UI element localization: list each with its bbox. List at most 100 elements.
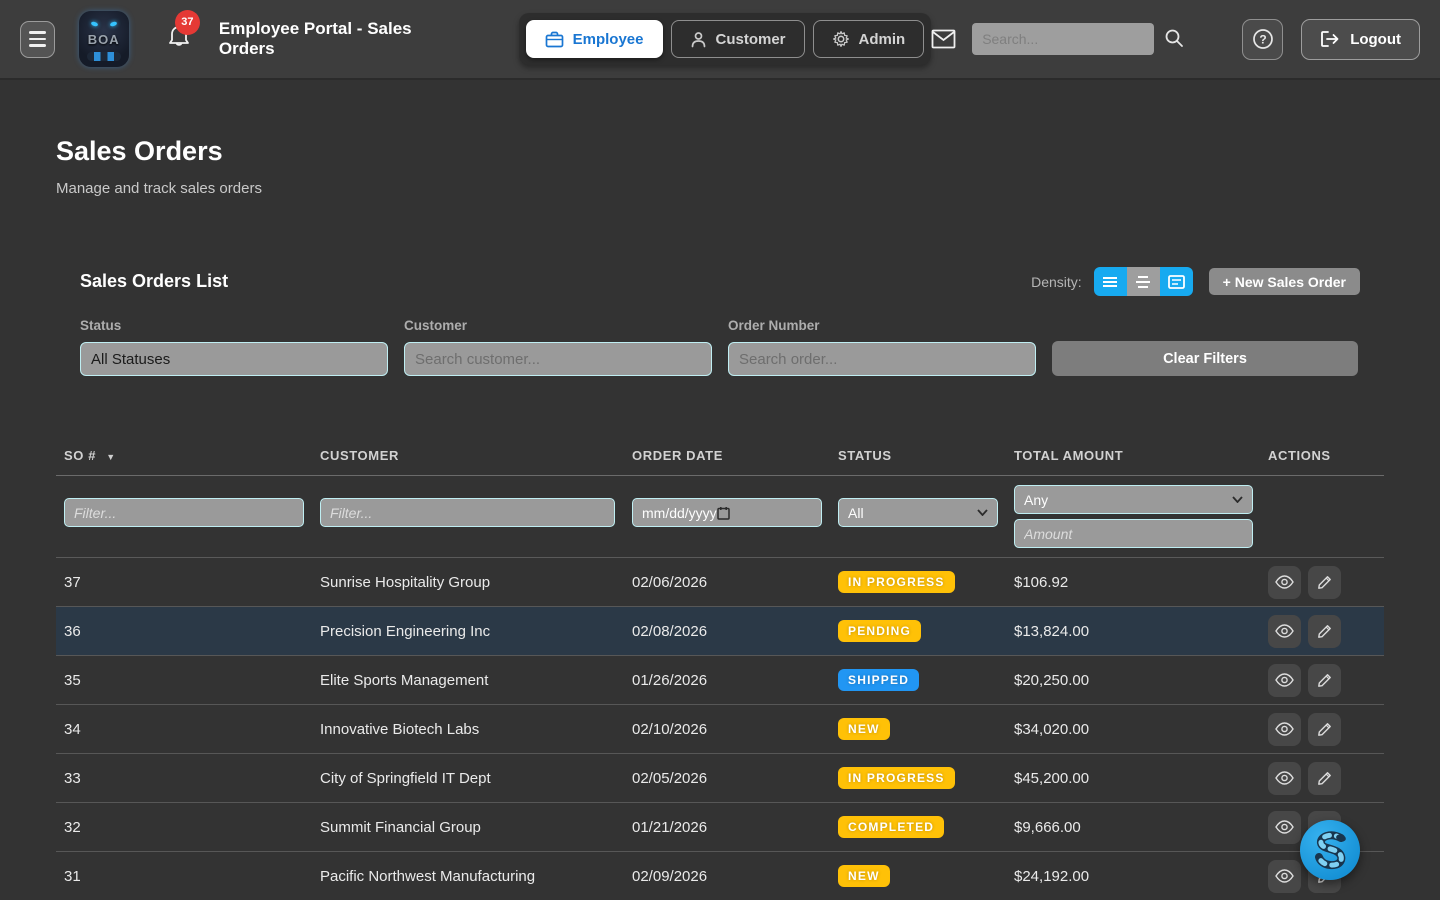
snake-logo-icon <box>1312 830 1348 870</box>
chevron-down-icon <box>977 509 988 516</box>
view-button[interactable] <box>1268 860 1301 893</box>
filters-bar: Status All Statuses Customer Order Numbe… <box>56 318 1384 376</box>
edit-button[interactable] <box>1308 762 1341 795</box>
view-button[interactable] <box>1268 664 1301 697</box>
tab-admin[interactable]: Admin <box>813 20 925 58</box>
so-number-cell: 35 <box>64 672 320 689</box>
status-column-filter-select[interactable]: All <box>838 498 998 527</box>
help-button[interactable]: ? <box>1242 19 1283 60</box>
table-row[interactable]: 33 City of Springfield IT Dept 02/05/202… <box>56 754 1384 803</box>
app-title: Employee Portal - Sales Orders <box>219 19 455 59</box>
search-input[interactable] <box>972 23 1154 55</box>
customer-filter-group: Customer <box>404 318 712 376</box>
page-subtitle: Manage and track sales orders <box>56 180 1384 197</box>
order-date-cell: 01/26/2026 <box>632 672 838 689</box>
status-filter-select[interactable]: All Statuses <box>80 342 388 376</box>
actions-cell <box>1268 762 1384 795</box>
order-date-filter-input[interactable]: mm/dd/yyyy <box>632 498 822 527</box>
status-badge: IN PROGRESS <box>838 571 955 593</box>
customer-cell: Elite Sports Management <box>320 672 632 689</box>
column-header-actions: ACTIONS <box>1268 448 1384 463</box>
so-number-cell: 32 <box>64 819 320 836</box>
view-button[interactable] <box>1268 713 1301 746</box>
view-button[interactable] <box>1268 615 1301 648</box>
tab-customer[interactable]: Customer <box>671 20 805 58</box>
logout-label: Logout <box>1350 31 1401 48</box>
so-number-cell: 33 <box>64 770 320 787</box>
list-toolbar: Sales Orders List Density: <box>56 267 1384 296</box>
total-amount-cell: $9,666.00 <box>1014 819 1268 836</box>
edit-button[interactable] <box>1308 664 1341 697</box>
actions-cell <box>1268 713 1384 746</box>
edit-button[interactable] <box>1308 615 1341 648</box>
actions-cell <box>1268 566 1384 599</box>
customer-cell: Pacific Northwest Manufacturing <box>320 868 632 885</box>
table-row[interactable]: 34 Innovative Biotech Labs 02/10/2026 NE… <box>56 705 1384 754</box>
customer-column-filter-input[interactable] <box>320 498 615 527</box>
topbar-right: ? Logout <box>931 19 1420 60</box>
notifications-bell[interactable]: 37 <box>167 24 191 55</box>
column-header-customer[interactable]: CUSTOMER <box>320 448 632 463</box>
table-body: 37 Sunrise Hospitality Group 02/06/2026 … <box>56 558 1384 900</box>
clear-filters-button[interactable]: Clear Filters <box>1052 341 1358 376</box>
briefcase-icon <box>545 31 564 48</box>
table-row[interactable]: 31 Pacific Northwest Manufacturing 02/09… <box>56 852 1384 900</box>
hamburger-menu-button[interactable] <box>20 21 55 58</box>
customer-filter-input[interactable] <box>404 342 712 376</box>
portal-tab-group: Employee Customer Admin <box>519 13 932 65</box>
eye-icon <box>1275 624 1294 638</box>
table-row[interactable]: 35 Elite Sports Management 01/26/2026 SH… <box>56 656 1384 705</box>
order-number-filter-label: Order Number <box>728 318 1036 333</box>
logo-text: BOA <box>88 32 120 47</box>
notification-count-badge: 37 <box>175 10 200 35</box>
density-compact-button[interactable] <box>1094 267 1127 296</box>
view-button[interactable] <box>1268 566 1301 599</box>
status-badge: NEW <box>838 865 890 887</box>
view-button[interactable] <box>1268 811 1301 844</box>
density-label: Density: <box>1031 274 1082 290</box>
order-date-cell: 02/09/2026 <box>632 868 838 885</box>
so-column-filter-input[interactable] <box>64 498 304 527</box>
edit-button[interactable] <box>1308 566 1341 599</box>
density-compact-icon <box>1102 276 1118 288</box>
table-row[interactable]: 37 Sunrise Hospitality Group 02/06/2026 … <box>56 558 1384 607</box>
density-comfortable-button[interactable] <box>1127 267 1160 296</box>
eye-icon <box>1275 673 1294 687</box>
new-sales-order-button[interactable]: + New Sales Order <box>1209 268 1360 295</box>
topbar-left: BOA 37 Employee Portal - Sales Orders <box>20 11 455 67</box>
density-spacious-button[interactable] <box>1160 267 1193 296</box>
tab-customer-label: Customer <box>716 31 786 48</box>
order-date-cell: 01/21/2026 <box>632 819 838 836</box>
status-filter-label: Status <box>80 318 388 333</box>
table-row[interactable]: 36 Precision Engineering Inc 02/08/2026 … <box>56 607 1384 656</box>
boa-floating-action-button[interactable] <box>1300 820 1360 880</box>
person-icon <box>690 31 707 48</box>
order-date-cell: 02/06/2026 <box>632 574 838 591</box>
customer-cell: Innovative Biotech Labs <box>320 721 632 738</box>
column-header-so[interactable]: SO # ▼ <box>64 448 320 463</box>
list-title: Sales Orders List <box>80 271 228 292</box>
view-button[interactable] <box>1268 762 1301 795</box>
top-bar: BOA 37 Employee Portal - Sales Orders Em… <box>0 0 1440 80</box>
status-badge: COMPLETED <box>838 816 944 838</box>
status-badge: PENDING <box>838 620 921 642</box>
pencil-icon <box>1317 624 1332 639</box>
column-header-order-date[interactable]: ORDER DATE <box>632 448 838 463</box>
so-number-cell: 37 <box>64 574 320 591</box>
mail-icon[interactable] <box>931 29 956 49</box>
amount-column-filter-input[interactable] <box>1014 519 1253 548</box>
column-header-total-amount[interactable]: TOTAL AMOUNT <box>1014 448 1268 463</box>
amount-range-filter-select[interactable]: Any <box>1014 485 1253 514</box>
total-amount-cell: $20,250.00 <box>1014 672 1268 689</box>
order-date-cell: 02/08/2026 <box>632 623 838 640</box>
logout-button[interactable]: Logout <box>1301 19 1420 60</box>
tab-employee[interactable]: Employee <box>526 20 663 58</box>
order-number-filter-input[interactable] <box>728 342 1036 376</box>
actions-cell <box>1268 664 1384 697</box>
column-header-status[interactable]: STATUS <box>838 448 1014 463</box>
toolbar-right: Density: <box>1031 267 1360 296</box>
edit-button[interactable] <box>1308 713 1341 746</box>
page-title: Sales Orders <box>56 136 1384 167</box>
search-button[interactable] <box>1164 28 1184 51</box>
table-row[interactable]: 32 Summit Financial Group 01/21/2026 COM… <box>56 803 1384 852</box>
